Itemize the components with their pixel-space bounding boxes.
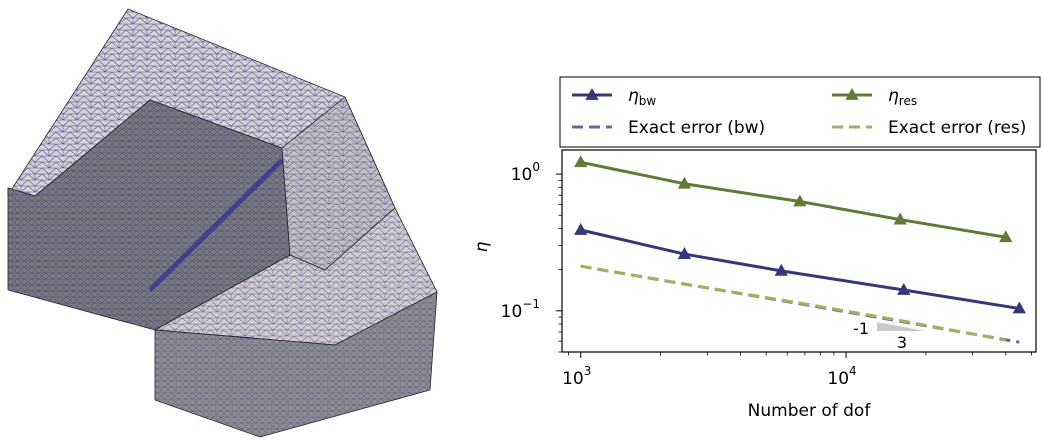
mesh-refinement-line (148, 158, 284, 292)
legend-entry: ηres (832, 86, 917, 108)
series-2 (574, 155, 1013, 243)
legend-entry: ηbw (572, 86, 656, 108)
data-point-marker (677, 176, 692, 189)
slope-run-label: 3 (897, 333, 907, 352)
slope-triangle-shape (877, 322, 925, 331)
legend-label: ηres (888, 86, 917, 108)
chart: ηbw ηres Exact error (bw) Exact error (res)… (472, 76, 1041, 421)
series-line (580, 228, 1020, 310)
series-1 (574, 223, 1026, 314)
data-point-marker (677, 247, 692, 259)
mesh-3d-domain (7, 8, 438, 438)
data-point-marker (574, 155, 588, 168)
series-line (580, 264, 1007, 342)
data-point-marker (1012, 301, 1026, 314)
data-point-marker (793, 194, 807, 207)
legend-entry: Exact error (bw) (572, 118, 765, 138)
x-tick-label: 103 (562, 364, 591, 389)
y-tick-label: 10−1 (501, 297, 540, 322)
slope-rise-label: -1 (853, 319, 869, 338)
data-point-marker (574, 223, 588, 235)
legend-label: Exact error (bw) (628, 118, 765, 138)
legend-entry: Exact error (res) (832, 118, 1026, 138)
x-axis-label: Number of dof (748, 401, 872, 421)
x-tick-label: 104 (827, 364, 856, 389)
data-point-marker (893, 212, 907, 225)
data-point-marker (999, 230, 1013, 243)
slope-triangle: -1 3 (853, 319, 925, 352)
plot-frame (561, 149, 1037, 353)
series-line (580, 160, 1007, 239)
legend-swatch-marker (845, 88, 859, 100)
legend-label: ηbw (628, 86, 656, 108)
legend-frame (559, 76, 1041, 148)
legend-swatch-marker (585, 88, 599, 100)
series-4 (580, 264, 1007, 342)
legend-label: Exact error (res) (888, 118, 1026, 138)
y-axis-label: η (472, 241, 492, 252)
data-point-marker (774, 263, 788, 276)
legend: ηbw ηres Exact error (bw) Exact error (res) (559, 76, 1041, 148)
y-tick-label: 100 (511, 160, 540, 185)
data-point-marker (897, 283, 911, 295)
